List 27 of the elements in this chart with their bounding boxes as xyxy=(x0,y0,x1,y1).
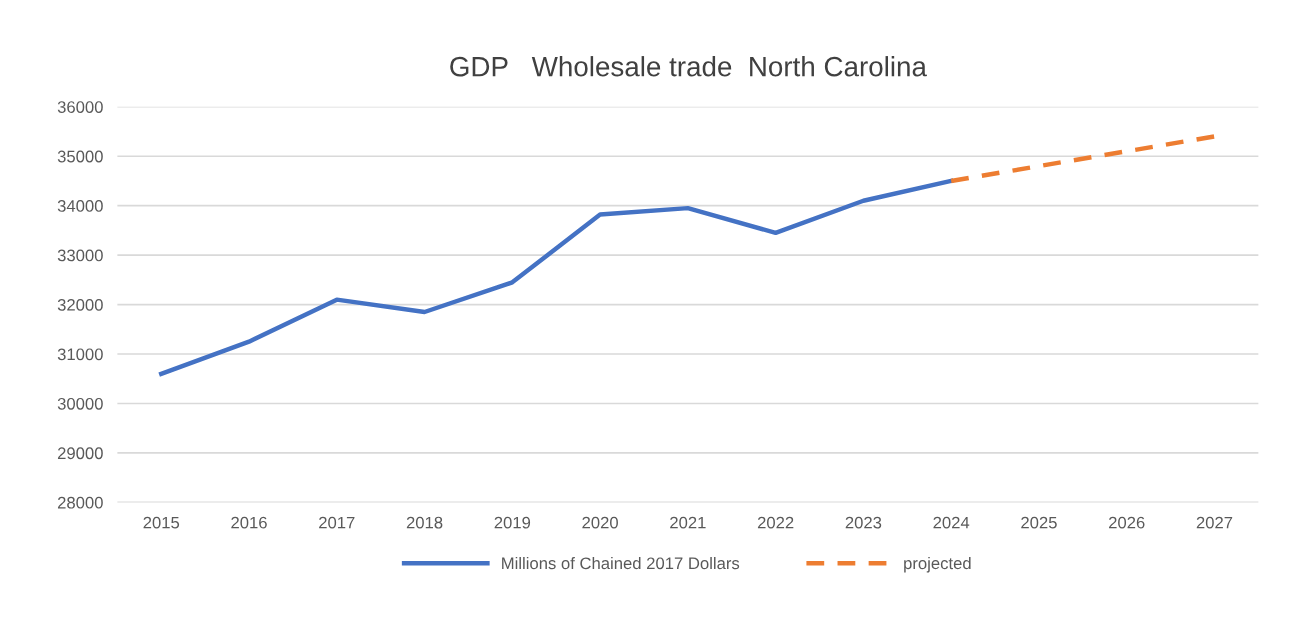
x-tick-label: 2019 xyxy=(494,516,531,529)
x-tick-label: 2018 xyxy=(406,516,443,529)
line-series xyxy=(159,178,954,377)
y-tick-label: 33000 xyxy=(57,249,103,262)
x-tick-label: 2023 xyxy=(845,516,882,529)
x-tick-label: 2017 xyxy=(319,516,355,529)
x-tick-label: 2027 xyxy=(1196,516,1233,529)
y-tick-label: 36000 xyxy=(57,101,103,113)
y-tick-label: 32000 xyxy=(57,298,103,311)
x-tick-label: 2021 xyxy=(670,516,706,529)
y-tick-label: 29000 xyxy=(57,447,103,460)
x-tick-label: 2024 xyxy=(933,516,970,529)
line-series xyxy=(948,134,1217,184)
y-tick-label: 34000 xyxy=(57,200,103,212)
y-tick-label: 28000 xyxy=(57,496,103,509)
x-tick-label: 2025 xyxy=(1021,516,1057,529)
chart-title: GDP Wholesale trade North Carolina xyxy=(450,56,927,77)
x-tick-label: 2020 xyxy=(582,516,618,529)
y-tick-label: 35000 xyxy=(57,150,103,163)
x-tick-label: 2022 xyxy=(757,516,794,529)
legend-label: Millions of Chained 2017 Dollars xyxy=(502,556,740,570)
x-tick-label: 2026 xyxy=(1109,516,1145,529)
legend-label: projected xyxy=(904,556,971,573)
x-tick-label: 2016 xyxy=(231,516,267,529)
y-tick-label: 30000 xyxy=(57,397,103,410)
x-tick-label: 2015 xyxy=(143,516,180,529)
y-tick-label: 31000 xyxy=(57,348,103,361)
